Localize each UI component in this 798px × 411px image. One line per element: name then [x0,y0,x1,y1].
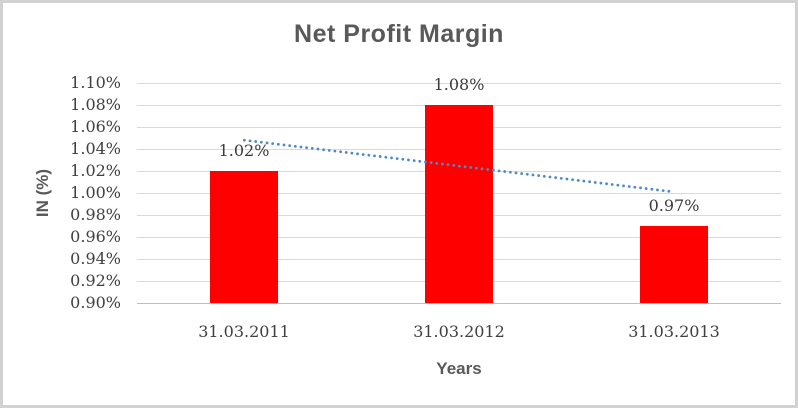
y-tick-label: 1.00% [70,183,121,202]
y-tick-label: 1.10% [70,73,121,92]
y-tick-label: 1.08% [70,95,121,114]
x-category-label: 31.03.2013 [628,322,720,341]
y-tick-label: 0.98% [70,205,121,224]
y-tick-label: 0.96% [70,227,121,246]
data-label: 0.97% [648,196,700,215]
x-axis-line [137,303,781,304]
plot-area: 1.10% 1.08% 1.06% 1.04% 1.02% 1.00% 0.98% 0.96%… [3,3,795,405]
y-tick-label: 0.94% [70,249,121,268]
y-tick-label: 1.02% [70,161,121,180]
y-tick-label: 0.92% [70,271,121,290]
gridline [137,83,781,84]
y-tick-label: 1.06% [70,117,121,136]
bar-31.03.2013 [640,226,708,303]
data-label: 1.08% [433,75,485,94]
y-tick-label: 0.90% [70,293,121,312]
bar-31.03.2012 [425,105,493,303]
x-axis-title: Years [436,359,482,378]
bar-31.03.2011 [210,171,278,303]
x-category-label: 31.03.2011 [198,322,290,341]
x-category-label: 31.03.2012 [413,322,505,341]
data-label: 1.02% [218,141,270,160]
y-tick-label: 1.04% [70,139,121,158]
chart-title: Net Profit Margin [294,20,504,48]
